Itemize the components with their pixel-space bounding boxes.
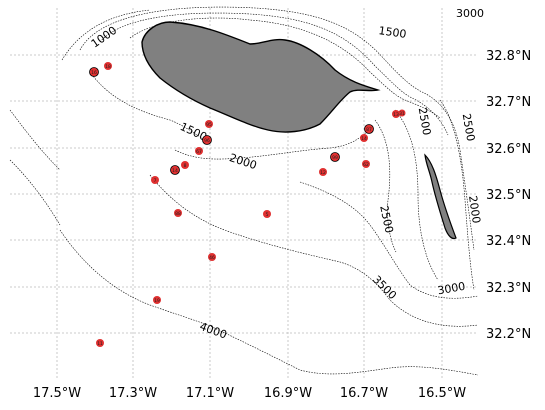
contour-label: 3000	[436, 280, 466, 298]
lat-tick-label: 32.7°N	[486, 95, 531, 110]
lon-axis-labels: 17.5°W 17.3°W 17.1°W 16.9°W 16.7°W 16.5°…	[33, 386, 466, 401]
station-marker: 14	[360, 134, 368, 142]
svg-text:11: 11	[97, 341, 103, 347]
station-marker: 16	[89, 67, 99, 77]
station-marker: 95	[205, 120, 213, 128]
station-marker: 13	[392, 110, 400, 118]
contour-2500c	[439, 99, 475, 291]
lat-tick-label: 32.8°N	[486, 49, 531, 64]
svg-text:95: 95	[206, 122, 212, 128]
station-marker: 14	[170, 165, 180, 175]
contour-2500a	[374, 119, 397, 253]
svg-text:12: 12	[320, 170, 326, 176]
contour-outer	[9, 109, 61, 226]
station-marker: 87	[364, 124, 374, 134]
station-marker: 18	[104, 62, 112, 70]
svg-text:18: 18	[105, 64, 111, 70]
desertas-island	[424, 153, 457, 240]
contour-label: 2000	[466, 195, 483, 225]
svg-text:67: 67	[196, 149, 202, 155]
contour-label: 4000	[198, 320, 229, 342]
station-marker: 62	[362, 160, 370, 168]
svg-text:5: 5	[266, 212, 269, 218]
svg-text:46: 46	[209, 255, 215, 261]
lat-tick-label: 32.6°N	[486, 142, 531, 157]
lat-tick-label: 32.4°N	[486, 234, 531, 249]
lat-tick-label: 32.5°N	[486, 188, 531, 203]
station-marker: 8	[181, 161, 189, 169]
lon-tick-label: 16.9°W	[264, 386, 312, 401]
contour-label: 2500	[377, 204, 396, 234]
lon-tick-label: 17.1°W	[186, 386, 234, 401]
contours	[9, 6, 479, 376]
svg-text:99: 99	[332, 155, 338, 161]
svg-text:8: 8	[184, 163, 187, 169]
station-marker: 12	[319, 168, 327, 176]
station-marker: 11	[96, 339, 104, 347]
contour-500	[129, 17, 441, 119]
station-marker: 5	[263, 210, 271, 218]
contour-2500b	[394, 109, 439, 281]
svg-text:87: 87	[366, 127, 372, 133]
contour-label: 2500	[460, 112, 478, 142]
lat-axis-labels: 32.8°N 32.7°N 32.6°N 32.5°N 32.4°N 32.3°…	[486, 49, 531, 342]
station-marker: 19	[153, 296, 161, 304]
contour-2000b	[89, 71, 206, 141]
svg-text:62: 62	[363, 162, 369, 168]
station-marker: 88	[174, 209, 182, 217]
lat-tick-label: 32.2°N	[486, 327, 531, 342]
madeira-island	[141, 21, 381, 133]
contour-label: 2000	[228, 151, 259, 172]
contour-2000a	[61, 9, 151, 61]
contour-label: 3000	[456, 7, 484, 20]
station-marker: 67	[195, 147, 203, 155]
contour-label: 2500	[416, 106, 434, 136]
contour-4000	[59, 229, 479, 376]
svg-text:13: 13	[393, 112, 399, 118]
station-marker: 31	[398, 109, 406, 117]
lon-tick-label: 17.3°W	[109, 386, 157, 401]
contour-1000	[99, 12, 449, 136]
svg-text:88: 88	[175, 211, 181, 217]
svg-text:14: 14	[172, 168, 178, 174]
station-marker: 99	[330, 152, 340, 162]
contour-3500	[149, 174, 479, 327]
lon-tick-label: 16.7°W	[340, 386, 388, 401]
svg-text:19: 19	[154, 298, 160, 304]
svg-text:16: 16	[91, 70, 97, 76]
svg-text:7: 7	[154, 178, 157, 184]
station-marker: 7	[151, 176, 159, 184]
station-marker: 96	[202, 135, 212, 145]
svg-text:31: 31	[399, 111, 405, 117]
svg-text:14: 14	[361, 136, 367, 142]
stations: 16 18 95 96 67 8 14 7 88 46 19 11 5 12 9…	[89, 62, 406, 347]
contour-label: 3500	[370, 273, 399, 302]
svg-text:96: 96	[204, 138, 210, 144]
contour-label: 1500	[378, 24, 408, 41]
lon-tick-label: 16.5°W	[418, 386, 466, 401]
contour-2000c	[174, 129, 371, 160]
lat-tick-label: 32.3°N	[486, 281, 531, 296]
station-marker: 46	[208, 253, 216, 261]
contour-3000a	[299, 181, 479, 299]
lon-tick-label: 17.5°W	[33, 386, 81, 401]
